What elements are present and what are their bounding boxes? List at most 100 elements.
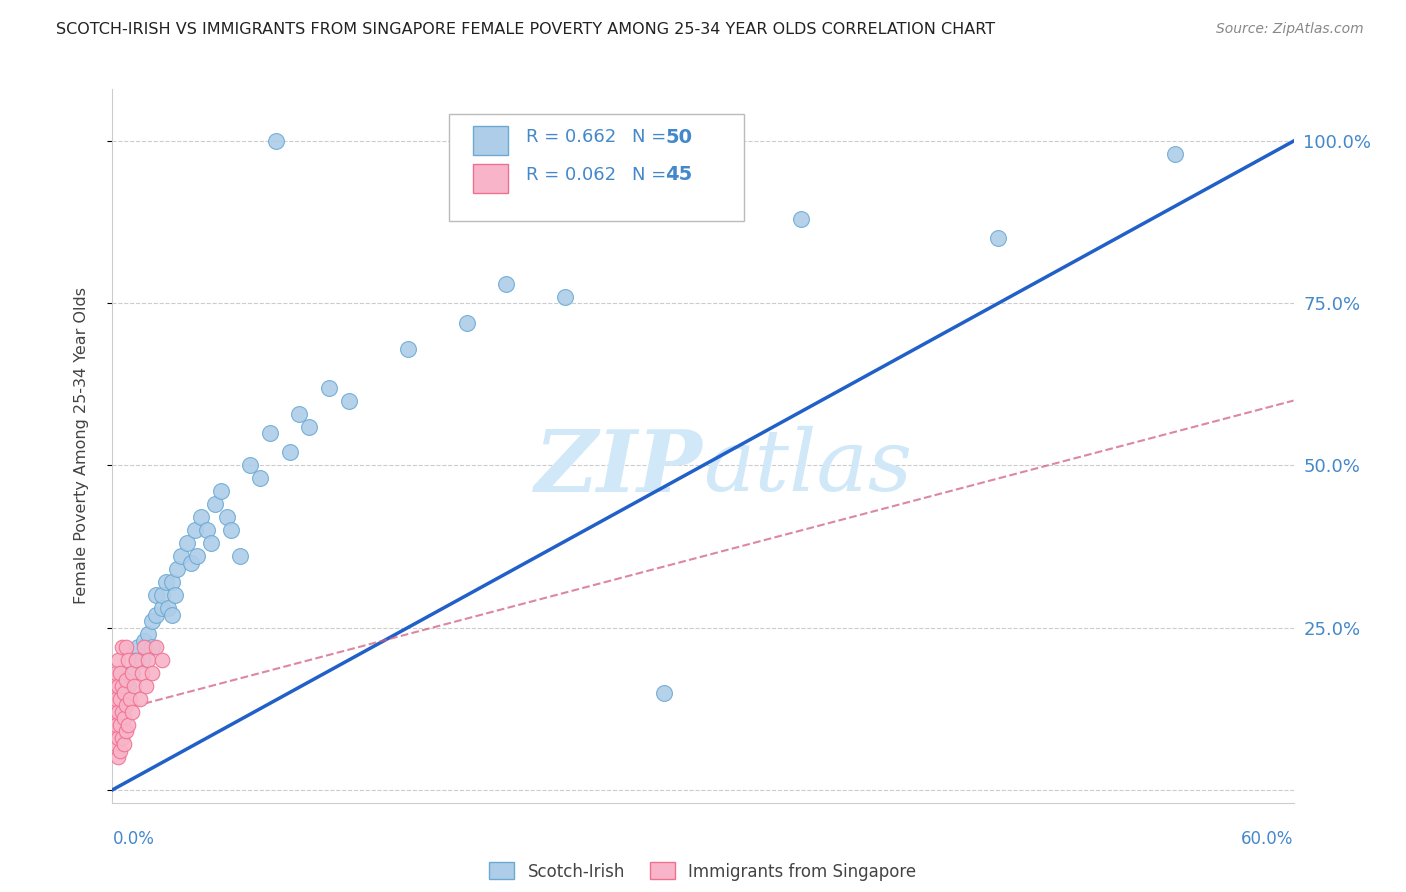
Point xyxy=(111,731,134,745)
Point xyxy=(112,738,135,752)
Point xyxy=(141,640,163,654)
Point xyxy=(131,666,153,681)
Point xyxy=(122,679,145,693)
Text: ZIP: ZIP xyxy=(536,425,703,509)
Point xyxy=(111,705,134,719)
Point xyxy=(107,705,129,719)
Point xyxy=(195,524,218,538)
Point xyxy=(145,640,167,654)
Point xyxy=(141,666,163,681)
Point xyxy=(121,666,143,681)
Point xyxy=(150,653,173,667)
Point xyxy=(125,653,148,667)
Point xyxy=(239,458,262,473)
Point xyxy=(111,640,134,654)
Point xyxy=(136,653,159,667)
Point xyxy=(150,588,173,602)
Text: 50: 50 xyxy=(665,128,692,146)
Legend: Scotch-Irish, Immigrants from Singapore: Scotch-Irish, Immigrants from Singapore xyxy=(482,855,924,888)
Point xyxy=(125,653,148,667)
Point xyxy=(127,640,149,654)
Point xyxy=(396,342,419,356)
Text: R = 0.062: R = 0.062 xyxy=(526,166,616,184)
Point xyxy=(1164,147,1187,161)
Point xyxy=(103,673,125,687)
Point xyxy=(135,679,157,693)
Point xyxy=(495,277,517,291)
Point xyxy=(110,666,132,681)
Point xyxy=(136,627,159,641)
Point xyxy=(170,549,193,564)
Point xyxy=(180,556,202,570)
Point xyxy=(110,744,132,758)
Point xyxy=(790,211,813,226)
Point xyxy=(103,705,125,719)
Point xyxy=(141,614,163,628)
Point xyxy=(160,575,183,590)
Point xyxy=(156,601,179,615)
Point xyxy=(132,640,155,654)
Point xyxy=(318,381,340,395)
Point xyxy=(186,549,208,564)
Point xyxy=(264,134,287,148)
Point xyxy=(145,588,167,602)
Point xyxy=(111,679,134,693)
Point xyxy=(288,407,311,421)
FancyBboxPatch shape xyxy=(472,127,508,155)
FancyBboxPatch shape xyxy=(449,114,744,221)
Point xyxy=(110,692,132,706)
Point xyxy=(150,601,173,615)
Point xyxy=(145,607,167,622)
Text: atlas: atlas xyxy=(703,426,912,508)
Point xyxy=(103,698,125,713)
Point xyxy=(117,679,139,693)
Point xyxy=(219,524,242,538)
Point xyxy=(204,497,226,511)
Point xyxy=(117,718,139,732)
Point xyxy=(129,692,152,706)
Point xyxy=(215,510,238,524)
Point xyxy=(105,692,128,706)
Text: SCOTCH-IRISH VS IMMIGRANTS FROM SINGAPORE FEMALE POVERTY AMONG 25-34 YEAR OLDS C: SCOTCH-IRISH VS IMMIGRANTS FROM SINGAPOR… xyxy=(56,22,995,37)
Point xyxy=(101,718,124,732)
Point xyxy=(337,393,360,408)
Text: N =: N = xyxy=(633,166,672,184)
Point xyxy=(160,607,183,622)
Point xyxy=(229,549,252,564)
Y-axis label: Female Poverty Among 25-34 Year Olds: Female Poverty Among 25-34 Year Olds xyxy=(75,287,89,605)
Text: 0.0%: 0.0% xyxy=(112,830,155,847)
Point xyxy=(298,419,321,434)
Text: 45: 45 xyxy=(665,165,693,185)
Point xyxy=(121,705,143,719)
Point xyxy=(120,692,142,706)
Point xyxy=(554,290,576,304)
Point xyxy=(107,679,129,693)
Point xyxy=(111,698,134,713)
Point xyxy=(115,724,138,739)
Point xyxy=(121,666,143,681)
Point xyxy=(107,731,129,745)
Point xyxy=(166,562,188,576)
Point xyxy=(176,536,198,550)
Point xyxy=(103,724,125,739)
Text: R = 0.662: R = 0.662 xyxy=(526,128,616,146)
Point xyxy=(105,738,128,752)
Point xyxy=(249,471,271,485)
Point xyxy=(456,316,478,330)
Point xyxy=(132,633,155,648)
Point xyxy=(987,231,1010,245)
Point xyxy=(117,653,139,667)
Point xyxy=(190,510,212,524)
Point xyxy=(131,653,153,667)
Point xyxy=(652,685,675,699)
Point xyxy=(165,588,187,602)
Point xyxy=(107,750,129,764)
Point xyxy=(112,685,135,699)
Text: N =: N = xyxy=(633,128,672,146)
Text: 60.0%: 60.0% xyxy=(1241,830,1294,847)
Point xyxy=(209,484,232,499)
Text: Source: ZipAtlas.com: Source: ZipAtlas.com xyxy=(1216,22,1364,37)
Point xyxy=(105,718,128,732)
Point xyxy=(115,640,138,654)
Point xyxy=(112,711,135,725)
